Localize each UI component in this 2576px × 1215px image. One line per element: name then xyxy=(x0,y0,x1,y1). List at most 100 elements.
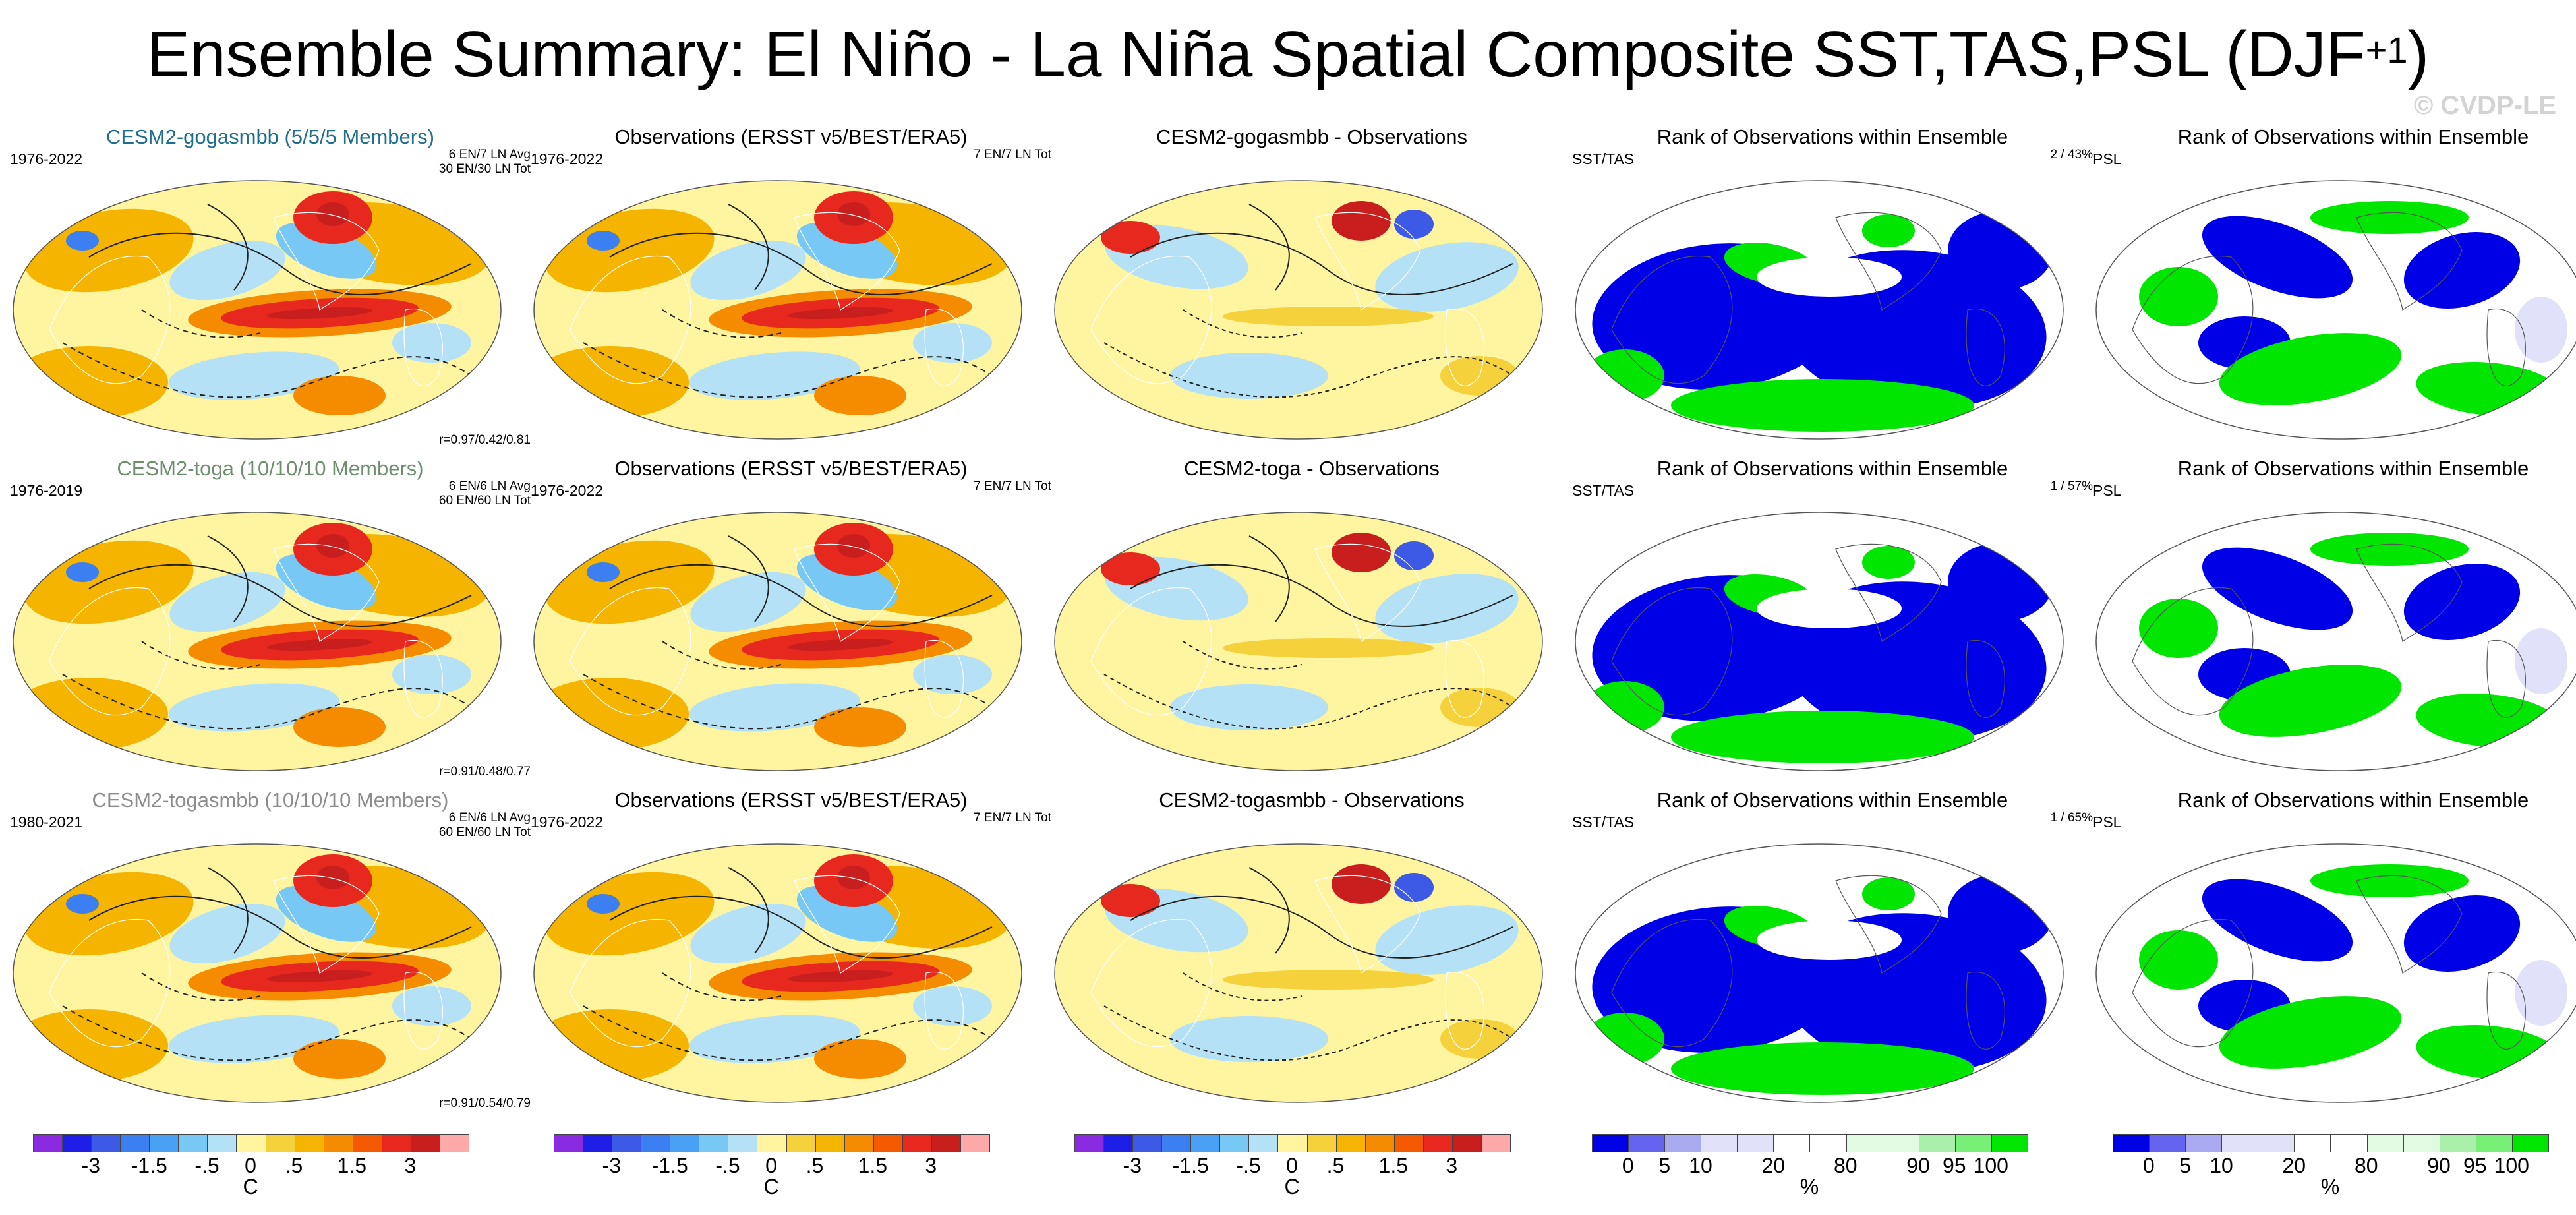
composite-map xyxy=(13,843,502,1103)
colorbar-tick-label: 3 xyxy=(404,1154,417,1177)
pattern-correlation-label: r=0.91/0.54/0.79 xyxy=(439,1096,531,1110)
colorbar-tick-label: 95 xyxy=(1942,1154,1966,1177)
psl-contour-positive xyxy=(1130,895,1513,959)
colorbar-tick-label: 0 xyxy=(245,1154,256,1177)
equatorial-pacific-peak xyxy=(788,638,893,651)
difference-negative xyxy=(1170,353,1328,399)
title-end: ) xyxy=(2407,18,2430,90)
cool-anomaly-region xyxy=(796,885,898,942)
event-count-label: 7 EN/7 LN Tot xyxy=(974,479,1051,494)
colorbar-tick-label: -1.5 xyxy=(1172,1154,1209,1177)
colorbar-swatch xyxy=(1249,1135,1279,1152)
north-america-peak xyxy=(316,534,349,558)
panel-r2-c4: Rank of Observations within Ensemble SST/… xyxy=(1572,457,2093,783)
composite-map xyxy=(13,180,502,440)
colorbar-tick-label: -.5 xyxy=(1236,1154,1261,1177)
colorbar-swatch xyxy=(237,1135,266,1152)
colorbar-swatch xyxy=(2113,1135,2150,1152)
variable-label: PSL xyxy=(2093,814,2122,831)
coastline xyxy=(570,875,964,1050)
psl-contour-negative xyxy=(583,1005,993,1061)
panel-r1-c3: CESM2-gogasmbb - Observations xyxy=(1051,125,1572,452)
event-count-label: 2 / 43% xyxy=(2051,148,2093,162)
equatorial-pacific-peak xyxy=(267,307,372,320)
map-border xyxy=(533,843,1022,1103)
map-border xyxy=(13,843,502,1103)
difference-positive xyxy=(1101,884,1160,917)
colorbar-unit-label: C xyxy=(243,1175,258,1199)
rank-high-region xyxy=(2219,665,2402,737)
rank-colorbar: 0 5 10 20 80 90 95 100% xyxy=(1592,1134,2028,1206)
panel-title: Rank of Observations within Ensemble xyxy=(2177,125,2529,148)
psl-contour-positive xyxy=(88,564,472,627)
colorbar-tick-label: 1.5 xyxy=(337,1154,367,1177)
colorbar-swatch xyxy=(786,1135,816,1152)
event-count-line-1: 2 / 43% xyxy=(2050,148,2093,162)
difference-positive xyxy=(1332,864,1391,904)
southern-ocean-warm xyxy=(293,376,386,415)
title-superscript: +1 xyxy=(2365,29,2408,71)
difference-negative-strong xyxy=(1394,210,1434,239)
psl-contour-positive xyxy=(207,867,249,954)
colorbar-swatch xyxy=(2440,1135,2476,1152)
colorbar-swatch xyxy=(1883,1135,1919,1152)
psl-contour-negative xyxy=(1103,342,1513,398)
event-count-line-1: 6 EN/6 LN Avg xyxy=(448,479,531,493)
period-label: 1976-2019 xyxy=(10,482,82,499)
event-count-line-2: 60 EN/60 LN Tot xyxy=(438,825,531,839)
psl-contour-positive xyxy=(609,232,993,295)
rank-map xyxy=(2095,843,2576,1103)
panel-title: CESM2-togasmbb - Observations xyxy=(1159,788,1465,812)
period-label: 1976-2022 xyxy=(531,814,603,831)
psl-contour-negative xyxy=(1183,972,1303,1001)
colorbar-swatch xyxy=(1336,1135,1366,1152)
psl-contour-negative xyxy=(583,342,993,398)
psl-contour-negative xyxy=(583,674,993,730)
panel-title: Rank of Observations within Ensemble xyxy=(1656,457,2008,480)
colorbar-swatch xyxy=(2295,1135,2331,1152)
colorbar-tick-label: -3 xyxy=(1123,1154,1142,1177)
rank-map xyxy=(1575,843,2064,1103)
panel-title: CESM2-toga (10/10/10 Members) xyxy=(117,457,424,480)
pattern-correlation-label: r=0.97/0.42/0.81 xyxy=(439,433,531,447)
rank-mid-region xyxy=(1757,920,1902,960)
colorbar-swatch xyxy=(353,1135,382,1152)
colorbar-swatch xyxy=(411,1135,440,1152)
cool-anomaly-region xyxy=(689,351,860,400)
rank-high-region xyxy=(2310,533,2469,566)
cool-anomaly-region xyxy=(689,683,860,732)
colorbar-swatch xyxy=(34,1135,63,1152)
colorbar-swatch xyxy=(960,1135,989,1152)
coastline xyxy=(1611,212,2005,386)
colorbar-swatch xyxy=(1629,1135,1666,1152)
colorbar-swatch xyxy=(844,1135,874,1152)
coastline xyxy=(2132,875,2526,1050)
temperature-colorbar: -3 -1.5 -.5 0 .5 1.5 3 C xyxy=(554,1134,990,1206)
credit-label: © CVDP-LE xyxy=(2413,91,2556,120)
colorbar-swatch xyxy=(1955,1135,1992,1152)
colorbar-tick-label: -1.5 xyxy=(131,1154,167,1177)
cool-anomaly-spot xyxy=(587,894,620,914)
event-count-line-1: 6 EN/6 LN Avg xyxy=(448,811,531,825)
coastline xyxy=(1611,543,2005,718)
map-border xyxy=(533,180,1022,440)
colorbar-swatch xyxy=(1701,1135,1738,1152)
variable-label: SST/TAS xyxy=(1572,150,1635,167)
cool-anomaly-spot xyxy=(587,562,620,582)
cool-anomaly-region xyxy=(169,572,285,632)
cool-anomaly-region xyxy=(913,323,992,363)
cool-anomaly-region xyxy=(168,683,339,732)
colorbar-tick-label: 0 xyxy=(1286,1154,1298,1177)
map-border xyxy=(1575,180,2064,440)
cool-anomaly-region xyxy=(689,1015,860,1063)
rank-high-region xyxy=(1671,711,1974,763)
difference-positive xyxy=(1101,552,1160,585)
panel-r2-c2: Observations (ERSST v5/BEST/ERA5) 1976-20… xyxy=(531,457,1051,783)
psl-contour-positive xyxy=(207,204,249,291)
rank-high-region xyxy=(2310,864,2469,897)
colorbar-tick-label: -.5 xyxy=(194,1154,220,1177)
rank-near-low-region xyxy=(2515,297,2567,363)
cool-anomaly-region xyxy=(913,655,992,694)
colorbar-swatch xyxy=(670,1135,700,1152)
panel-r1-c4: Rank of Observations within Ensemble SST/… xyxy=(1572,125,2093,452)
